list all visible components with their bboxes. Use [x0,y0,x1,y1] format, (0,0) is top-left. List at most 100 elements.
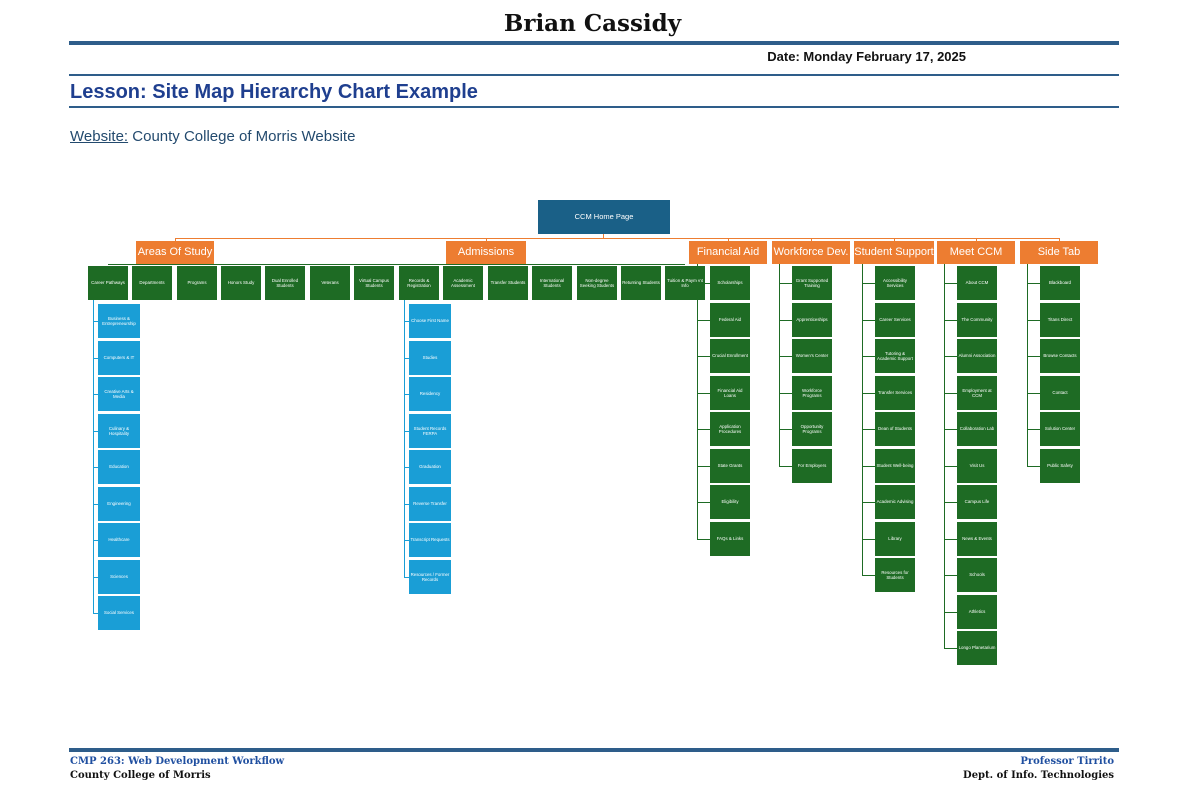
page-about-ccm: About CCM [957,266,997,300]
page-programs: Programs [177,266,217,300]
connector-line [93,577,98,578]
connector-line [93,358,98,359]
page-healthcare: Healthcare [98,523,140,557]
page-records-and-registration: Records & Registration [399,266,439,300]
connector-line [944,320,957,321]
page-application-procedures: Application Procedures [710,412,750,446]
page-state-grants: State Grants [710,449,750,483]
connector-line [93,540,98,541]
page-career-services: Career Services [875,303,915,337]
connector-line [779,320,792,321]
website-line: Website: County College of Morris Websit… [70,128,355,145]
title-bottom-rule [69,106,1119,108]
connector-line [603,234,604,239]
page-visit-us: Visit Us [957,449,997,483]
page-student-well-being: Student Well-being [875,449,915,483]
connector-line [697,502,710,503]
connector-line [779,393,792,394]
connector-line [404,358,409,359]
footer-rule [69,748,1119,752]
connector-line [1027,429,1040,430]
connector-line [697,466,710,467]
page-eligibility: Eligibility [710,485,750,519]
page-student-records-ferpa: Student Records FERPA [409,414,451,448]
footer-college: County College of Morris [70,770,211,781]
connector-line [944,539,957,540]
connector-line [944,356,957,357]
page-academic-advising: Academic Advising [875,485,915,519]
connector-line [779,466,792,467]
page-resources-for-students: Resources for Students [875,558,915,592]
connector-line [486,238,487,241]
footer-course: CMP 263: Web Development Workflow [70,756,285,767]
author-name: Brian Cassidy [503,10,682,37]
page-international-students: International Students [532,266,572,300]
page-returning-students: Returning Students [621,266,661,300]
page-longo-planetarium: Longo Planetarium [957,631,997,665]
connector-line [1027,393,1040,394]
connector-line [93,394,98,395]
page-dean-of-students: Dean of Students [875,412,915,446]
page-virtual-campus-students: Virtual Campus Students [354,266,394,300]
footer-professor: Professor Tirrito [1020,756,1114,767]
connector-line [93,431,98,432]
page-engineering: Engineering [98,487,140,521]
connector-line [944,648,957,649]
page-campus-life: Campus Life [957,485,997,519]
page-tutoring-and-academic-support: Tutoring & Academic Support [875,339,915,373]
website-name: County College of Morris Website [132,128,356,145]
page-non-degree-seeking-students: Non-degree Seeking Students [577,266,617,300]
connector-line [944,575,957,576]
connector-line [404,577,409,578]
header-rule [69,41,1119,45]
connector-line [811,238,812,241]
connector-line [862,283,875,284]
page-culinary-and-hospitality: Culinary & Hospitality [98,414,140,448]
connector-line [862,539,875,540]
page-choose-first-name: Choose First Name [409,304,451,338]
page-workforce-programs: Workforce Programs [792,376,832,410]
page-library: Library [875,522,915,556]
page-women-s-center: Women's Center [792,339,832,373]
connector-line [944,466,957,467]
connector-line [697,320,710,321]
connector-line [697,356,710,357]
connector-line [1027,356,1040,357]
page-browse-contacts: Browse Contacts [1040,339,1080,373]
connector-line [779,264,780,466]
page-scholarships: Scholarships [710,266,750,300]
connector-line [944,612,957,613]
category-admissions: Admissions [446,241,526,264]
lesson-title: Lesson: Site Map Hierarchy Chart Example [70,81,478,103]
page-transfer-students: Transfer Students [488,266,528,300]
page-accessibility-services: Accessibility Services [875,266,915,300]
connector-line [862,393,875,394]
connector-line [779,356,792,357]
page-crucial-enrollment: Crucial Enrollment [710,339,750,373]
connector-line [285,264,685,265]
connector-line [862,429,875,430]
category-side-tab: Side Tab [1020,241,1098,264]
page-contact: Contact [1040,376,1080,410]
page-the-community: The Community [957,303,997,337]
connector-line [728,238,729,241]
connector-line [944,283,957,284]
connector-line [404,321,409,322]
category-workforce-dev: Workforce Dev. [772,241,850,264]
connector-line [404,300,405,577]
page-alumni-association: Alumni Association [957,339,997,373]
connector-line [93,467,98,468]
page-schools: Schools [957,558,997,592]
connector-line [894,238,895,241]
page-federal-aid: Federal Aid [710,303,750,337]
page-grant-supported-training: Grant Supported Training [792,266,832,300]
connector-line [93,321,98,322]
page-residency: Residency [409,377,451,411]
connector-line [697,264,698,539]
connector-line [1027,320,1040,321]
page-education: Education [98,450,140,484]
connector-line [93,300,94,613]
connector-line [404,504,409,505]
connector-line [697,283,710,284]
